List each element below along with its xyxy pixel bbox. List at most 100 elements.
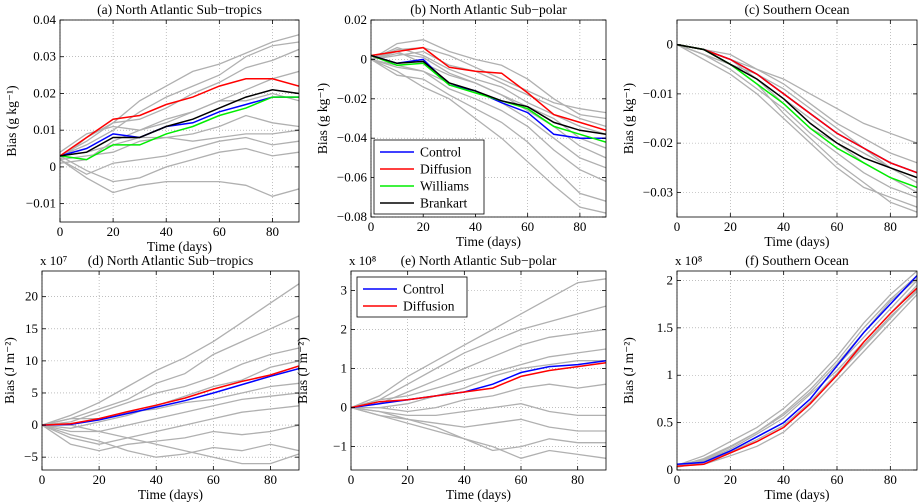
panel-c: 0 20 40 60 80 −0.03 −0.02 −0.01 0 (c) Southern Oc… bbox=[621, 2, 918, 249]
y-axis-label: Bias (g kg⁻¹) bbox=[315, 83, 330, 154]
ensemble-line bbox=[371, 58, 606, 202]
ensemble-line bbox=[42, 283, 299, 426]
series-line-williams bbox=[60, 96, 299, 161]
axes-box bbox=[59, 19, 300, 223]
plot-area bbox=[371, 39, 606, 214]
x-tick-label: 60 bbox=[521, 219, 534, 234]
y-tick-label: 0.02 bbox=[33, 85, 56, 100]
x-tick-label: 60 bbox=[515, 472, 528, 487]
ensemble-line bbox=[371, 50, 606, 149]
series-line-brankart bbox=[371, 54, 606, 136]
series-line-control bbox=[60, 96, 299, 157]
series-line-williams bbox=[371, 54, 606, 143]
x-tick-label: 40 bbox=[160, 224, 173, 239]
y-tick-label: −0.02 bbox=[643, 135, 673, 150]
x-tick-label: 20 bbox=[401, 472, 414, 487]
x-tick-label: 60 bbox=[207, 472, 220, 487]
y-axis-label: Bias (J m⁻²) bbox=[295, 337, 310, 404]
x-tick-label: 20 bbox=[107, 224, 120, 239]
ensemble-line bbox=[42, 347, 299, 426]
ensemble-line bbox=[677, 271, 917, 466]
ensemble-line bbox=[42, 315, 299, 426]
y-tick-label: 3 bbox=[341, 283, 348, 298]
ensemble-line bbox=[351, 278, 606, 409]
panel-title: (b) North Atlantic Sub−polar bbox=[410, 2, 567, 17]
ensemble-line bbox=[677, 278, 917, 467]
ensemble-line bbox=[60, 92, 299, 153]
series-line-williams bbox=[677, 43, 917, 189]
plot-area bbox=[351, 278, 606, 459]
y-tick-label: 0 bbox=[667, 462, 674, 477]
x-axis-label: Time (days) bbox=[764, 234, 829, 249]
x-tick-label: 60 bbox=[831, 219, 844, 234]
ensemble-line bbox=[42, 405, 299, 445]
series-line-brankart bbox=[60, 89, 299, 157]
ensemble-line bbox=[677, 291, 917, 466]
y-tick-label: −1 bbox=[333, 439, 347, 454]
axes-box bbox=[350, 270, 607, 471]
panel-e: 0 20 40 60 80 −1 0 1 2 3 (e) North Atlantic Sub−po… bbox=[295, 253, 607, 502]
y-tick-label: 10 bbox=[25, 353, 38, 368]
y-axis-label: Bias (g kg⁻¹) bbox=[621, 83, 636, 154]
panel-f: 0 20 40 60 80 0 0.5 1 1.5 2 (f) Southern Ocean Time… bbox=[621, 253, 918, 502]
x-axis-label: Time (days) bbox=[147, 239, 212, 254]
x-tick-label: 80 bbox=[884, 472, 897, 487]
plot-area bbox=[60, 34, 299, 197]
y-axis-label: Bias (J m⁻²) bbox=[2, 337, 17, 404]
panel-title: (e) North Atlantic Sub−polar bbox=[401, 253, 557, 268]
ensemble-line bbox=[60, 129, 299, 157]
plot-area bbox=[677, 43, 917, 213]
panel-title: (a) North Atlantic Sub−tropics bbox=[97, 2, 262, 17]
x-tick-label: 60 bbox=[213, 224, 226, 239]
y-tick-label: 20 bbox=[25, 289, 38, 304]
ensemble-line bbox=[371, 46, 606, 135]
ensemble-line bbox=[677, 280, 917, 466]
ensemble-line bbox=[351, 406, 606, 459]
y-tick-label: 1 bbox=[341, 361, 348, 376]
ensemble-line bbox=[351, 360, 606, 409]
series-line-control bbox=[351, 359, 606, 409]
ensemble-line bbox=[677, 43, 917, 213]
axis-exponent: x 10⁷ bbox=[40, 253, 67, 268]
x-tick-label: 20 bbox=[93, 472, 106, 487]
ensemble-line bbox=[42, 424, 299, 452]
axis-exponent: x 10⁸ bbox=[675, 253, 703, 268]
y-tick-label: −0.01 bbox=[26, 196, 56, 211]
x-tick-label: 20 bbox=[417, 219, 430, 234]
x-tick-label: 0 bbox=[674, 219, 681, 234]
x-axis-label: Time (days) bbox=[456, 234, 521, 249]
ensemble-line bbox=[60, 70, 299, 164]
ensemble-line bbox=[351, 305, 606, 409]
y-tick-label: 0.03 bbox=[33, 49, 56, 64]
plot-area bbox=[42, 283, 299, 465]
legend: Control Diffusion Williams Brankart bbox=[373, 139, 485, 215]
ensemble-line bbox=[60, 34, 299, 161]
x-tick-label: 0 bbox=[57, 224, 64, 239]
y-tick-label: 0 bbox=[361, 51, 368, 66]
x-tick-label: 40 bbox=[458, 472, 471, 487]
ensemble-line bbox=[677, 43, 917, 198]
y-tick-label: −0.01 bbox=[643, 86, 673, 101]
ensemble-line bbox=[42, 392, 299, 433]
ensemble-line bbox=[371, 58, 606, 214]
x-tick-label: 80 bbox=[264, 472, 277, 487]
ensemble-line bbox=[60, 136, 299, 176]
y-tick-label: 0 bbox=[32, 417, 39, 432]
axis-exponent: x 10⁸ bbox=[349, 253, 377, 268]
axes-box bbox=[676, 19, 918, 218]
legend-label-williams: Williams bbox=[420, 179, 469, 194]
ensemble-line bbox=[677, 43, 917, 179]
y-tick-label: 1 bbox=[667, 367, 674, 382]
panel-title: (c) Southern Ocean bbox=[745, 2, 850, 17]
x-tick-label: 80 bbox=[573, 219, 586, 234]
y-axis-label: Bias (J m⁻²) bbox=[621, 337, 636, 404]
ensemble-line bbox=[60, 147, 299, 183]
x-tick-label: 40 bbox=[777, 472, 790, 487]
x-tick-label: 40 bbox=[469, 219, 482, 234]
y-tick-label: −0.06 bbox=[337, 170, 368, 185]
x-tick-label: 20 bbox=[724, 219, 737, 234]
series-line-control bbox=[42, 367, 299, 426]
y-tick-label: −0.02 bbox=[337, 91, 367, 106]
